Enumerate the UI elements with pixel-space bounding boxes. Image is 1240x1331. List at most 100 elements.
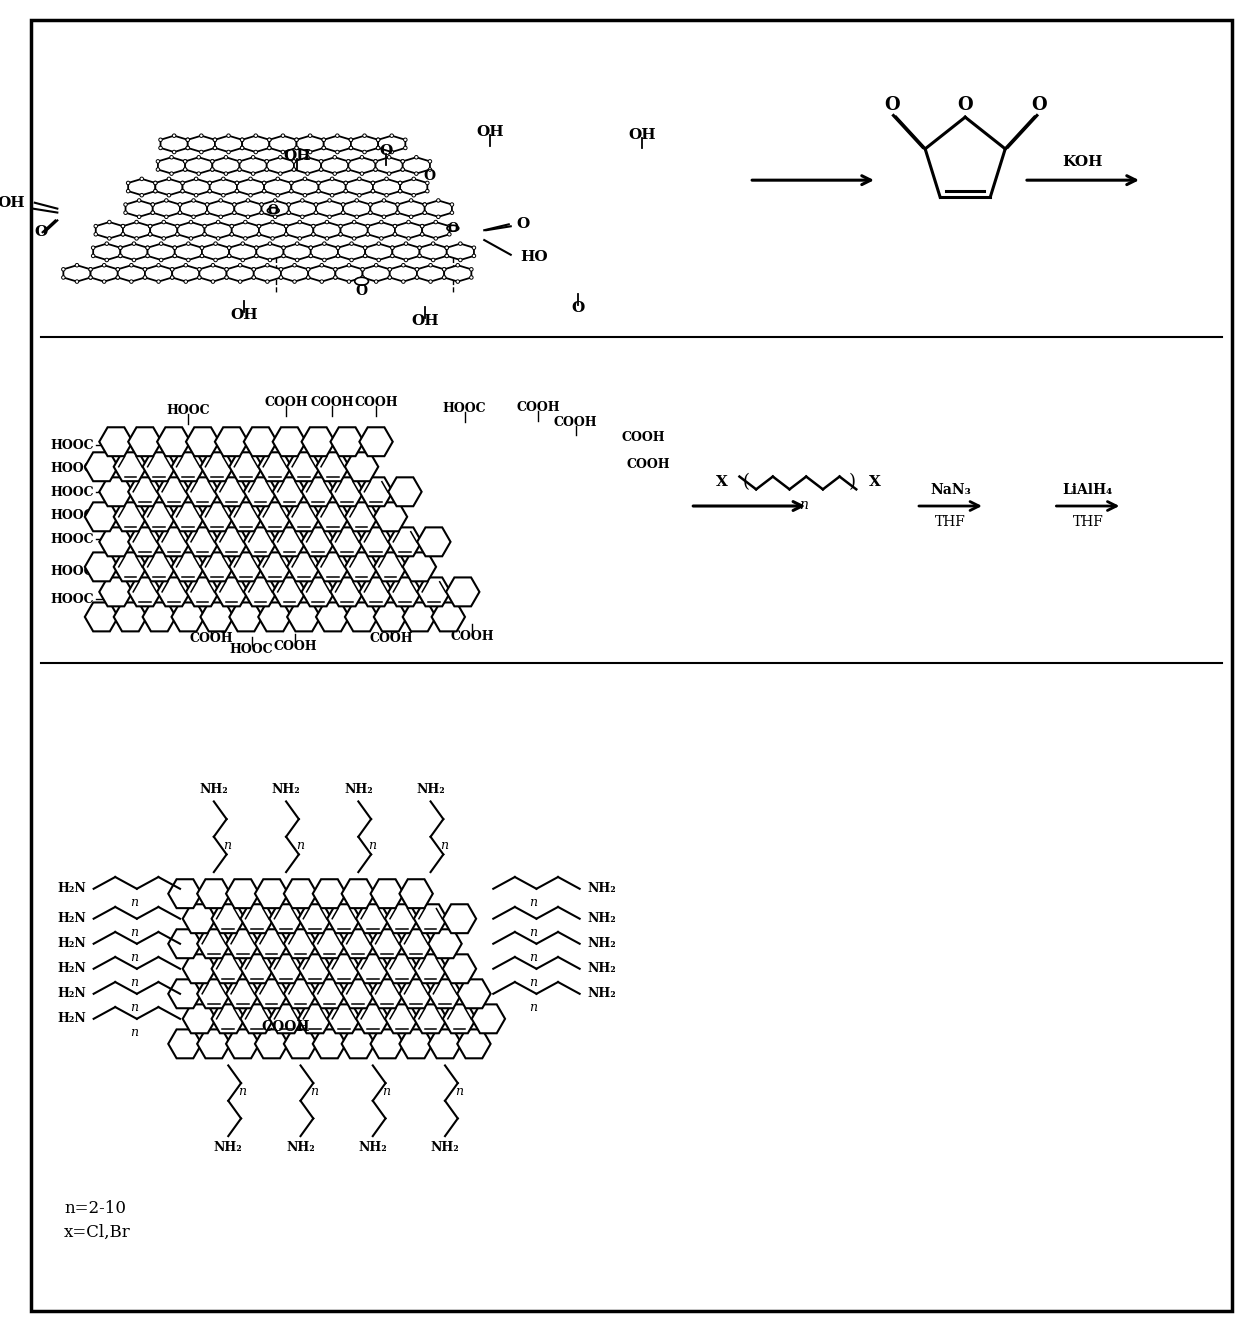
Circle shape	[259, 202, 263, 206]
Polygon shape	[157, 157, 185, 173]
Circle shape	[415, 268, 419, 272]
Circle shape	[200, 254, 203, 258]
Text: n: n	[529, 926, 537, 938]
Circle shape	[306, 268, 310, 272]
Circle shape	[293, 280, 296, 284]
Polygon shape	[258, 603, 291, 631]
Polygon shape	[175, 244, 202, 260]
Circle shape	[311, 225, 315, 228]
Polygon shape	[148, 244, 175, 260]
Circle shape	[140, 193, 144, 197]
Polygon shape	[160, 136, 187, 152]
Circle shape	[311, 225, 315, 228]
Text: NH₂: NH₂	[588, 962, 616, 976]
Polygon shape	[360, 478, 393, 506]
Circle shape	[238, 160, 242, 164]
Circle shape	[268, 138, 272, 141]
Circle shape	[425, 189, 429, 193]
Circle shape	[320, 160, 322, 164]
Circle shape	[398, 189, 402, 193]
Circle shape	[174, 246, 176, 249]
Circle shape	[167, 177, 171, 181]
Circle shape	[306, 172, 309, 176]
Circle shape	[322, 146, 325, 149]
Circle shape	[213, 138, 217, 141]
Circle shape	[303, 177, 306, 181]
Circle shape	[224, 268, 228, 272]
Circle shape	[320, 280, 324, 284]
Polygon shape	[93, 244, 120, 260]
Polygon shape	[371, 1029, 404, 1058]
Text: KOH: KOH	[1063, 156, 1104, 169]
Circle shape	[281, 134, 285, 137]
Text: HOOC: HOOC	[50, 532, 94, 546]
Circle shape	[208, 189, 212, 193]
Circle shape	[277, 177, 279, 181]
Polygon shape	[258, 552, 291, 582]
Polygon shape	[153, 201, 180, 217]
Circle shape	[149, 233, 153, 236]
Polygon shape	[157, 478, 191, 506]
Circle shape	[420, 233, 424, 236]
Polygon shape	[388, 578, 422, 607]
Circle shape	[174, 246, 176, 249]
Circle shape	[126, 189, 130, 193]
Polygon shape	[84, 552, 118, 582]
Circle shape	[445, 254, 449, 258]
Circle shape	[293, 168, 295, 172]
Polygon shape	[321, 157, 348, 173]
Polygon shape	[417, 527, 450, 556]
Circle shape	[409, 198, 413, 202]
Circle shape	[211, 264, 215, 268]
Text: COOH: COOH	[621, 431, 666, 443]
Circle shape	[407, 237, 410, 240]
Polygon shape	[371, 201, 398, 217]
Circle shape	[197, 268, 201, 272]
Circle shape	[122, 225, 125, 228]
Polygon shape	[232, 222, 259, 238]
Polygon shape	[244, 478, 277, 506]
Circle shape	[241, 138, 244, 141]
Circle shape	[443, 268, 446, 272]
Polygon shape	[345, 453, 378, 482]
Circle shape	[247, 198, 249, 202]
Circle shape	[346, 160, 350, 164]
Circle shape	[279, 156, 281, 158]
Circle shape	[298, 237, 301, 240]
Circle shape	[174, 254, 176, 258]
Circle shape	[227, 254, 231, 258]
Polygon shape	[428, 929, 461, 958]
Circle shape	[151, 202, 155, 206]
Circle shape	[241, 258, 244, 262]
Circle shape	[203, 225, 206, 228]
Polygon shape	[443, 904, 476, 933]
Circle shape	[154, 181, 157, 185]
Circle shape	[300, 216, 304, 218]
Circle shape	[418, 254, 422, 258]
Polygon shape	[244, 578, 277, 607]
Circle shape	[208, 189, 212, 193]
Circle shape	[327, 198, 331, 202]
Circle shape	[391, 246, 394, 249]
Circle shape	[208, 181, 212, 185]
Text: n: n	[368, 839, 376, 852]
Circle shape	[330, 177, 334, 181]
Text: OH: OH	[629, 128, 656, 141]
Text: OH: OH	[476, 125, 503, 138]
Circle shape	[311, 233, 315, 236]
Circle shape	[257, 233, 260, 236]
Polygon shape	[273, 527, 306, 556]
Polygon shape	[299, 1005, 331, 1033]
Circle shape	[219, 198, 222, 202]
Polygon shape	[258, 453, 291, 482]
Circle shape	[270, 221, 274, 224]
Circle shape	[154, 189, 157, 193]
Circle shape	[389, 134, 393, 137]
Polygon shape	[157, 578, 191, 607]
Circle shape	[373, 160, 377, 164]
Text: NH₂: NH₂	[358, 1142, 387, 1154]
Polygon shape	[201, 603, 234, 631]
Circle shape	[257, 225, 260, 228]
Circle shape	[186, 146, 190, 149]
Polygon shape	[373, 603, 407, 631]
